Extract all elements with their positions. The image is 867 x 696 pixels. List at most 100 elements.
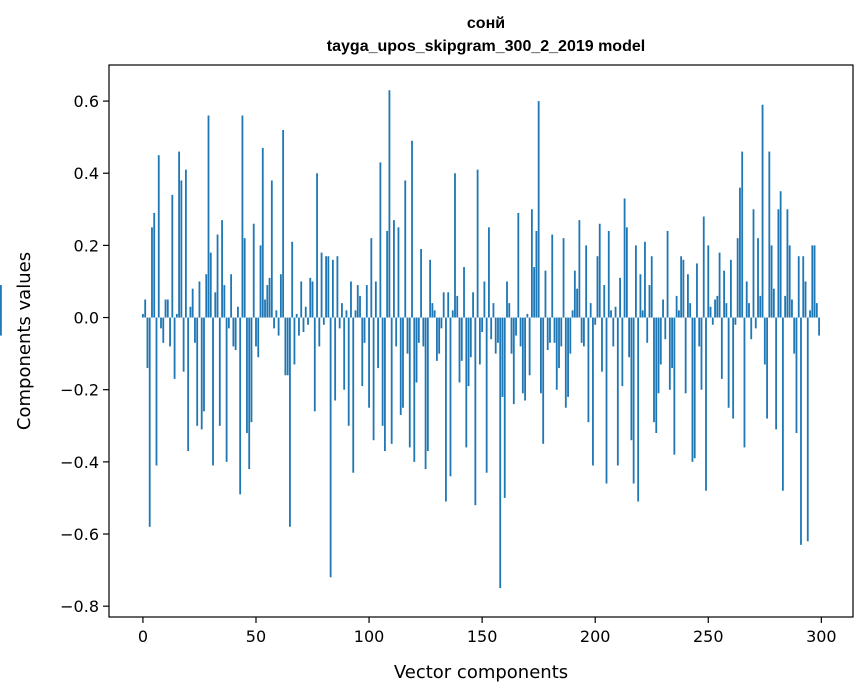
bar: [347, 317, 350, 426]
bar: [327, 256, 330, 318]
bar: [680, 256, 683, 318]
bar: [182, 317, 185, 372]
bar: [203, 317, 205, 412]
bar: [745, 281, 748, 318]
bar: [142, 313, 144, 318]
bar: [666, 230, 669, 318]
bar: [811, 245, 814, 318]
bar: [696, 263, 698, 318]
bar: [243, 238, 246, 318]
bar: [476, 169, 479, 318]
bar: [625, 227, 628, 318]
bar: [438, 317, 441, 354]
bar: [214, 292, 217, 318]
bar: [517, 212, 520, 318]
bar: [673, 317, 676, 455]
bar: [151, 227, 153, 318]
bar: [485, 317, 488, 473]
bar: [497, 317, 499, 343]
bar: [494, 317, 497, 354]
bar: [259, 245, 262, 318]
bar: [748, 303, 750, 318]
bar: [567, 317, 569, 397]
bar: [718, 252, 721, 318]
bar: [646, 317, 649, 343]
bar: [711, 317, 714, 325]
bar: [804, 281, 807, 318]
bar: [571, 310, 574, 318]
bar: [729, 259, 732, 318]
bar: [720, 317, 723, 379]
bar: [293, 317, 296, 365]
bar: [426, 317, 429, 452]
bar: [677, 310, 680, 318]
bar: [0, 285, 2, 318]
bar: [372, 317, 375, 441]
bar: [284, 317, 287, 376]
bar: [619, 277, 621, 318]
bar: [702, 216, 705, 318]
bar: [530, 209, 533, 318]
bar: [519, 317, 522, 347]
bar: [322, 317, 325, 325]
bar: [546, 317, 549, 351]
bar: [374, 281, 377, 318]
bar: [503, 317, 506, 498]
bar: [542, 317, 545, 444]
bar: [632, 317, 635, 484]
bar: [289, 317, 291, 527]
bar: [716, 295, 719, 318]
bar: [492, 303, 495, 318]
bar: [761, 104, 764, 318]
chart-title-line-2: tayga_upos_skipgram_300_2_2019 model: [327, 38, 645, 55]
bar: [343, 317, 346, 390]
bar: [205, 274, 208, 318]
bar: [445, 317, 447, 502]
bar: [763, 317, 766, 365]
x-tick-label: 250: [693, 627, 724, 646]
bar: [515, 317, 517, 336]
bar: [166, 299, 169, 318]
bar: [815, 303, 818, 318]
bar: [569, 317, 572, 354]
bar: [472, 292, 474, 318]
bar: [361, 317, 364, 387]
bar: [415, 317, 418, 383]
bar: [684, 317, 687, 394]
bar: [766, 317, 768, 419]
bar: [750, 317, 753, 340]
bar: [341, 303, 343, 318]
bar: [180, 180, 183, 318]
bar: [757, 238, 759, 318]
bar: [175, 313, 178, 318]
bar: [770, 245, 773, 318]
bar: [221, 220, 223, 318]
bar: [781, 317, 784, 491]
bar: [809, 310, 811, 318]
bar: [160, 317, 162, 329]
bar: [282, 129, 285, 318]
bar: [408, 317, 411, 448]
bar: [365, 285, 368, 318]
bar: [564, 317, 567, 408]
bar: [458, 317, 461, 383]
bar: [768, 151, 771, 318]
bar: [732, 317, 735, 419]
bar: [659, 317, 662, 365]
bar: [691, 317, 694, 462]
bar: [148, 317, 151, 527]
x-axis: 0 50 100 150 200 250 300: [138, 617, 837, 646]
bar: [325, 256, 327, 318]
bar: [510, 317, 513, 354]
bar: [261, 147, 264, 318]
bar: [429, 259, 432, 318]
bar: [223, 285, 226, 318]
bar: [363, 317, 366, 343]
bar: [705, 317, 707, 491]
bar: [207, 115, 210, 318]
bar: [300, 281, 303, 318]
bar: [187, 317, 190, 452]
bar: [171, 194, 174, 318]
bar: [752, 209, 755, 318]
bar: [664, 317, 667, 340]
